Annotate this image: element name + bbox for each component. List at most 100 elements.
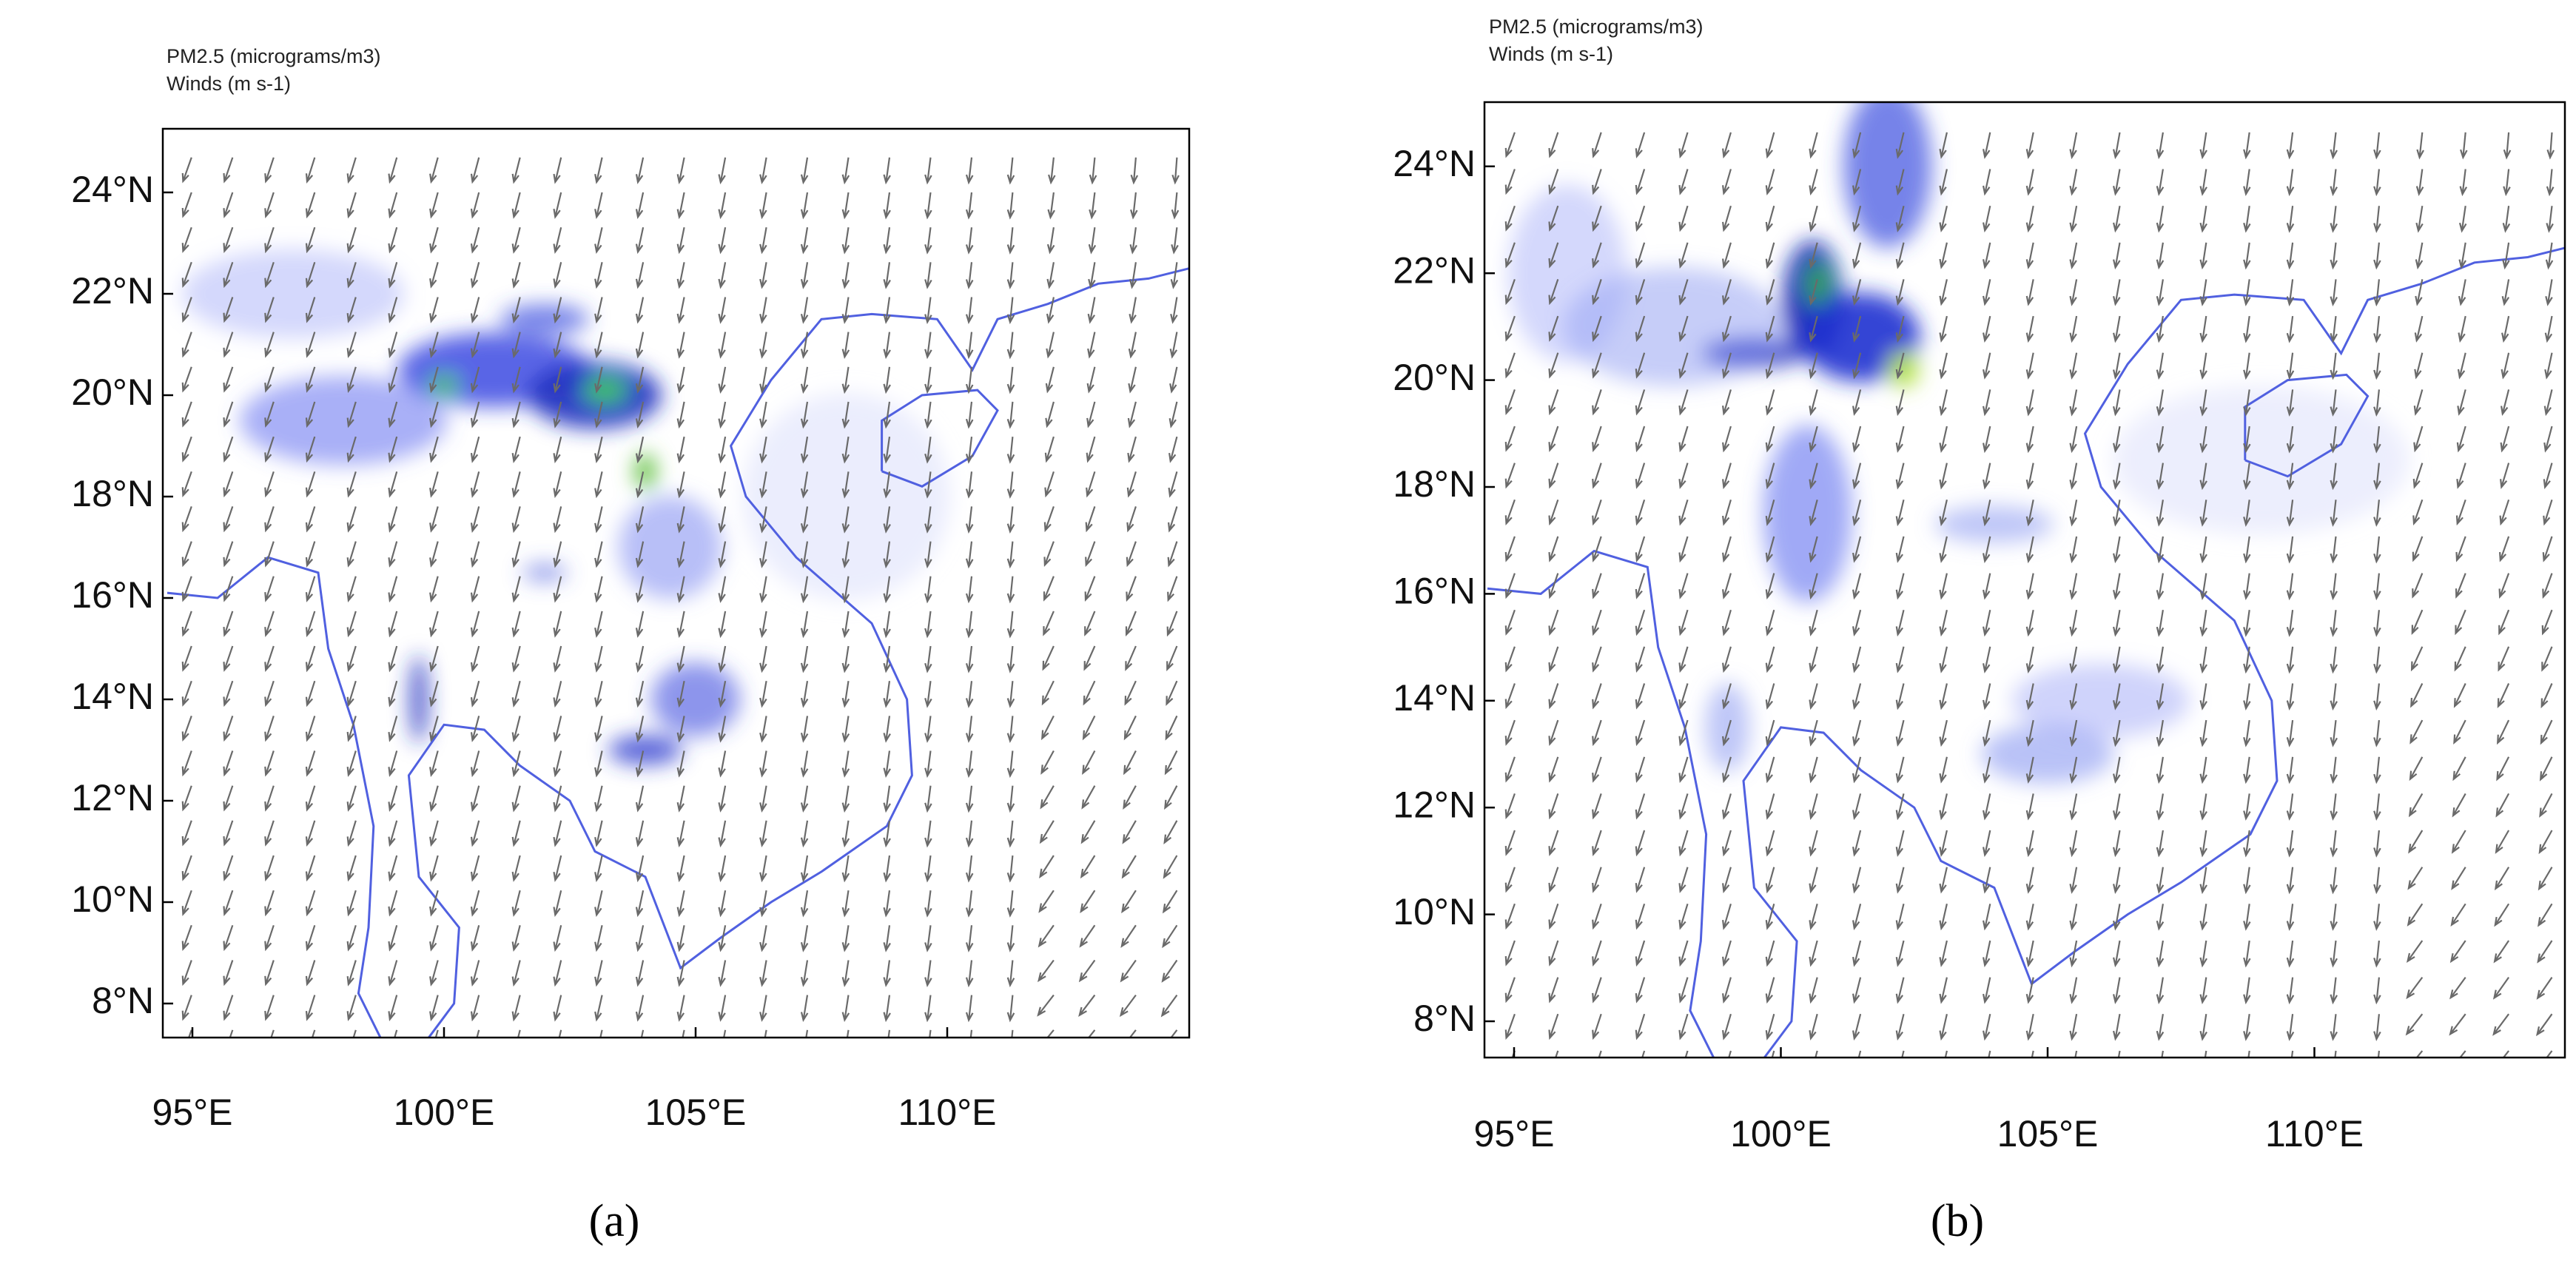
wind-arrow	[223, 192, 234, 218]
wind-arrow	[1983, 242, 1991, 269]
wind-arrow	[2458, 206, 2467, 233]
wind-arrow	[2496, 719, 2510, 745]
wind-arrow	[2330, 646, 2338, 674]
wind-arrow	[1592, 132, 1602, 158]
wind-arrow	[346, 820, 357, 847]
coastline	[1487, 549, 1715, 1058]
wind-arrow	[2538, 830, 2553, 855]
wind-arrow	[1939, 389, 1948, 417]
wind-arrow	[2330, 279, 2338, 307]
wind-arrow	[2069, 977, 2078, 1004]
wind-arrow	[718, 471, 727, 499]
wind-arrow	[924, 855, 932, 883]
wind-arrow	[1809, 609, 1818, 636]
wind-arrow	[1852, 536, 1862, 563]
wind-arrow	[553, 855, 562, 882]
wind-arrow	[1852, 205, 1862, 232]
wind-arrow	[965, 332, 974, 360]
wind-arrow	[2373, 242, 2381, 270]
wind-arrow	[2156, 1014, 2165, 1041]
wind-arrow	[1548, 315, 1559, 342]
wind-arrow	[2156, 683, 2165, 710]
wind-arrow	[346, 471, 357, 498]
wind-arrow	[2543, 499, 2553, 526]
wind-arrow	[1765, 279, 1775, 306]
wind-arrow	[511, 960, 521, 987]
wind-arrow	[2455, 609, 2466, 636]
wind-arrow	[764, 1029, 767, 1038]
wind-arrow	[2541, 646, 2553, 672]
wind-arrow	[2330, 132, 2338, 160]
wind-arrow	[2243, 793, 2251, 821]
lat-tick-label: 18°N	[1393, 463, 1476, 505]
wind-arrow	[1765, 132, 1775, 159]
wind-arrow	[718, 645, 727, 673]
wind-arrow	[181, 541, 192, 568]
wind-arrow	[181, 576, 192, 602]
wind-arrow	[2330, 977, 2338, 1005]
wind-arrow	[1895, 683, 1905, 710]
wind-arrow	[1121, 855, 1137, 879]
wind-arrow	[2540, 683, 2553, 709]
wind-arrow	[1043, 611, 1055, 636]
wind-arrow	[1678, 463, 1689, 489]
wind-arrow	[1635, 756, 1646, 783]
wind-arrow	[305, 716, 316, 742]
wind-arrow	[924, 297, 932, 325]
wind-arrow	[1809, 132, 1818, 159]
wind-arrow	[594, 716, 603, 743]
wind-arrow	[2373, 573, 2381, 601]
wind-arrow	[2199, 940, 2207, 968]
wind-arrow	[594, 471, 603, 499]
wind-arrow	[2450, 903, 2466, 927]
wind-arrow	[1592, 536, 1602, 562]
wind-arrow	[511, 716, 521, 743]
wind-arrow	[924, 192, 932, 220]
wind-arrow	[553, 995, 562, 1022]
wind-arrow	[388, 366, 398, 394]
wind-arrow	[841, 227, 850, 255]
wind-arrow	[264, 366, 275, 393]
wind-arrow	[841, 157, 850, 185]
wind-arrow	[2330, 463, 2338, 491]
wind-arrow	[2373, 940, 2381, 968]
wind-arrow	[1678, 279, 1689, 306]
wind-arrow	[1722, 830, 1732, 857]
wind-arrow	[2492, 976, 2509, 1000]
wind-arrow	[1038, 924, 1055, 948]
wind-arrow	[676, 332, 685, 359]
wind-arrow	[635, 995, 645, 1022]
coastline	[881, 389, 999, 488]
wind-arrow	[429, 366, 439, 394]
wind-arrow	[1046, 297, 1055, 324]
wind-arrow	[2449, 940, 2466, 964]
wind-arrow	[2069, 536, 2078, 564]
wind-arrow	[759, 890, 767, 918]
wind-arrow	[1765, 242, 1775, 269]
wind-arrow	[2025, 719, 2034, 747]
wind-arrow	[1895, 977, 1905, 1004]
wind-arrow	[841, 820, 850, 848]
wind-arrow	[594, 541, 603, 568]
wind-arrow	[1592, 609, 1602, 636]
wind-arrow	[676, 366, 685, 394]
wind-arrow	[1765, 389, 1775, 416]
wind-arrow	[2243, 719, 2251, 747]
wind-arrow	[511, 401, 521, 428]
wind-arrow	[676, 750, 685, 778]
wind-arrow	[223, 924, 234, 952]
wind-arrow	[388, 506, 398, 533]
wind-arrow	[2330, 169, 2338, 197]
wind-arrow	[511, 436, 521, 463]
wind-arrow	[676, 680, 685, 708]
wind-arrow	[2069, 646, 2078, 674]
wind-arrow	[511, 785, 521, 813]
wind-arrow	[223, 226, 234, 253]
wind-arrow	[305, 332, 316, 358]
wind-arrow	[2161, 1050, 2164, 1058]
wind-arrow	[1983, 573, 1991, 600]
wind-arrow	[429, 332, 439, 359]
wind-arrow	[1852, 279, 1862, 306]
lat-tick-label: 22°N	[1393, 249, 1476, 291]
wind-arrow	[2113, 169, 2121, 196]
